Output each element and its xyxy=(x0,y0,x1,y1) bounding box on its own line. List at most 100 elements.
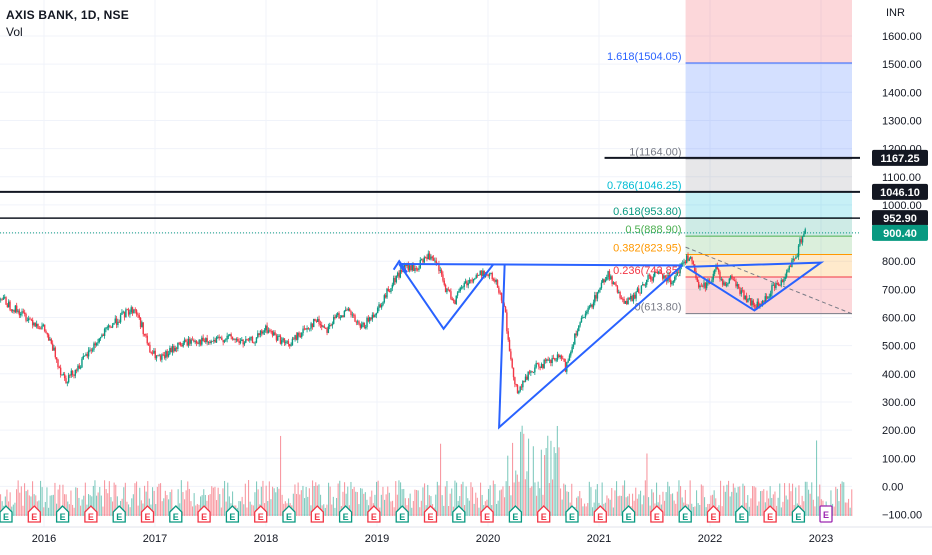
candle-body xyxy=(687,255,688,260)
candle-body xyxy=(28,318,29,320)
candle-body xyxy=(228,336,229,337)
volume-bar xyxy=(99,487,100,516)
candle-body xyxy=(384,295,385,302)
volume-bar xyxy=(506,481,507,516)
volume-bar xyxy=(358,504,359,516)
earnings-letter: E xyxy=(795,512,801,522)
candle-body xyxy=(386,289,387,298)
candle-body xyxy=(397,273,398,276)
candle-body xyxy=(686,255,687,263)
volume-bar xyxy=(613,507,614,516)
candle-body xyxy=(733,279,734,280)
volume-bar xyxy=(269,481,270,516)
volume-bar xyxy=(240,501,241,516)
candle-body xyxy=(357,321,358,322)
candle-body xyxy=(153,351,154,354)
volume-bar xyxy=(394,507,395,516)
candle-body xyxy=(765,296,766,302)
candle-body xyxy=(705,283,706,289)
fib-zone xyxy=(686,0,852,63)
candle-body xyxy=(360,324,361,327)
volume-bar xyxy=(72,505,73,516)
volume-bar xyxy=(298,483,299,516)
volume-bar xyxy=(779,484,780,516)
candle-body xyxy=(714,270,715,274)
candle-body xyxy=(400,270,401,278)
volume-bar xyxy=(760,491,761,516)
candle-body xyxy=(64,374,65,378)
candle-body xyxy=(511,359,512,368)
candle-body xyxy=(522,381,523,387)
volume-bar xyxy=(74,508,75,516)
volume-bar xyxy=(213,488,214,516)
candle-body xyxy=(750,298,751,305)
volume-indicator-label[interactable]: Vol xyxy=(6,24,129,41)
candle-body xyxy=(693,261,694,264)
candle-body xyxy=(105,327,106,329)
volume-bar xyxy=(507,456,508,516)
candle-body xyxy=(113,323,114,325)
candle-body xyxy=(205,338,206,342)
volume-bar xyxy=(635,488,636,516)
symbol-title[interactable]: AXIS BANK, 1D, NSE xyxy=(6,7,129,24)
candle-body xyxy=(410,265,411,270)
candle-body xyxy=(73,375,74,376)
candle-body xyxy=(723,283,724,285)
candle-body xyxy=(276,335,277,340)
earnings-letter: E xyxy=(116,512,122,522)
candle-body xyxy=(593,302,594,307)
candle-body xyxy=(167,351,168,357)
candle-body xyxy=(322,326,323,327)
volume-bar xyxy=(411,508,412,516)
volume-bar xyxy=(672,493,673,516)
candle-body xyxy=(711,280,712,283)
volume-bar xyxy=(338,484,339,516)
candle-body xyxy=(416,268,417,269)
candle-body xyxy=(88,350,89,356)
candle-body xyxy=(224,340,225,342)
candle-body xyxy=(722,279,723,285)
candle-body xyxy=(221,338,222,341)
volume-bar xyxy=(246,507,247,516)
candle-body xyxy=(582,317,583,318)
candle-body xyxy=(210,341,211,343)
candle-body xyxy=(753,300,754,304)
volume-bar xyxy=(278,489,279,516)
candle-body xyxy=(500,293,501,294)
candle-body xyxy=(198,340,199,344)
candle-body xyxy=(561,356,562,359)
candle-body xyxy=(334,317,335,318)
candle-body xyxy=(470,280,471,281)
candle-body xyxy=(797,257,798,258)
candle-body xyxy=(5,297,6,304)
candle-body xyxy=(100,337,101,338)
candle-body xyxy=(297,333,298,340)
candle-body xyxy=(69,375,70,376)
volume-bar xyxy=(608,498,609,516)
candle-body xyxy=(233,339,234,340)
volume-bar xyxy=(616,481,617,516)
candle-body xyxy=(217,337,218,338)
candle-body xyxy=(767,297,768,298)
candle-body xyxy=(581,318,582,322)
candle-body xyxy=(270,331,271,332)
candle-body xyxy=(27,320,28,321)
volume-bar xyxy=(842,481,843,516)
volume-bar xyxy=(754,486,755,516)
volume-bar xyxy=(14,503,15,516)
candle-body xyxy=(254,343,255,344)
earnings-letter: E xyxy=(710,512,716,522)
candle-body xyxy=(33,323,34,325)
candle-body xyxy=(523,381,524,382)
candle-body xyxy=(76,370,77,371)
candle-body xyxy=(23,311,24,312)
candle-body xyxy=(635,292,636,299)
candle-body xyxy=(590,305,591,307)
candle-body xyxy=(140,318,141,327)
volume-bar xyxy=(448,506,449,516)
volume-bar xyxy=(534,482,535,516)
volume-bar xyxy=(42,487,43,516)
price-label-text: 1167.25 xyxy=(880,153,919,165)
candle-body xyxy=(120,315,121,323)
